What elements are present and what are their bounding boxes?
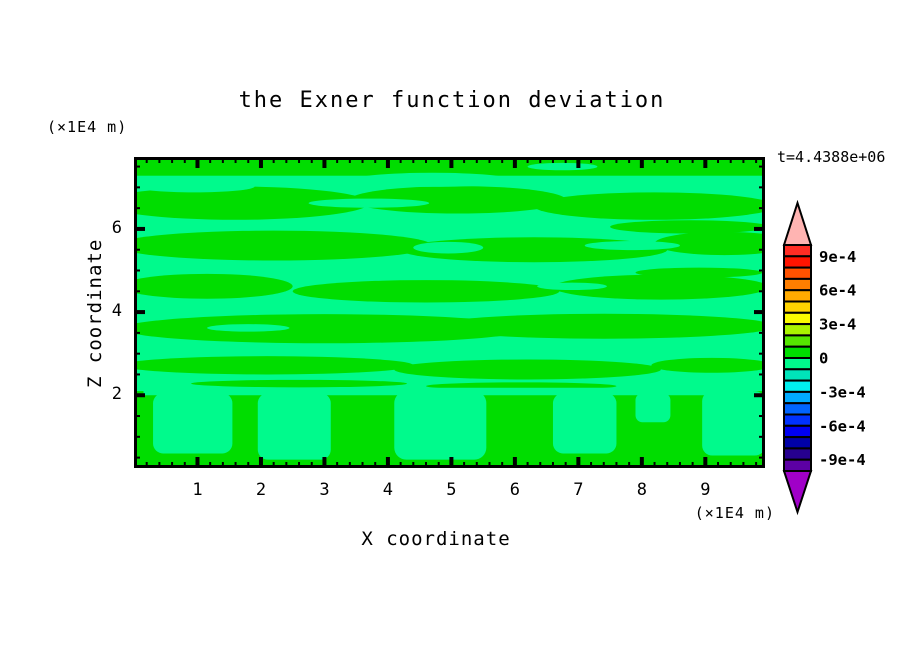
positive-deviation-region [191, 379, 407, 388]
colorbar-segment [783, 413, 812, 427]
colorbar-tick-label: -9e-4 [819, 451, 866, 469]
negative-deviation-region [552, 393, 617, 454]
negative-deviation-region [527, 162, 598, 171]
negative-deviation-region [413, 241, 484, 254]
positive-deviation-region [651, 357, 765, 373]
colorbar-tick-label: -3e-4 [819, 383, 866, 401]
colorbar-tick-label: 6e-4 [819, 282, 856, 300]
colorbar-tick-label: -6e-4 [819, 417, 866, 435]
x-tick-label: 8 [636, 480, 647, 500]
positive-deviation-region [610, 220, 765, 234]
x-tick-label: 5 [446, 480, 457, 500]
colorbar-segment [783, 424, 812, 439]
colorbar-overflow-top-arrow [782, 200, 813, 246]
colorbar-segment [783, 357, 812, 371]
colorbar: 9e-4 6e-4 3e-4 0 -3e-4 -6e-4 -9e-4 [782, 200, 866, 516]
negative-deviation-region [134, 180, 255, 193]
x-tick-label: 3 [319, 480, 330, 500]
positive-deviation-region [292, 280, 560, 303]
x-tick-label: 4 [382, 480, 394, 500]
colorbar-segment [783, 255, 812, 269]
positive-deviation-region [432, 313, 765, 339]
x-axis-title: X coordinate [361, 528, 511, 550]
page-title: the Exner function deviation [238, 88, 666, 113]
x-tick-label: 6 [509, 480, 520, 500]
x-axis-unit-label: (×1E4 m) [694, 504, 775, 522]
colorbar-tick-label: 0 [819, 350, 828, 368]
plot-border [134, 157, 765, 468]
positive-deviation-region [654, 231, 765, 256]
positive-deviation-region [134, 230, 433, 261]
positive-deviation-region [134, 356, 414, 375]
colorbar-segment [783, 402, 812, 416]
positive-deviation-region [134, 273, 293, 299]
colorbar-overflow-bottom-arrow [782, 470, 813, 516]
colorbar-segment [783, 436, 812, 450]
negative-deviation-region [153, 393, 233, 454]
colorbar-segment [783, 300, 812, 314]
colorbar-segment [783, 289, 812, 303]
z-tick-label: 2 [111, 384, 122, 405]
z-tick-label: 6 [111, 217, 122, 238]
colorbar-segment [783, 323, 812, 337]
negative-deviation-region [257, 393, 331, 460]
contour-plot-area [134, 157, 765, 468]
colorbar-segment [783, 368, 812, 382]
positive-deviation-region [553, 274, 765, 300]
negative-deviation-region [702, 391, 765, 456]
colorbar-segment [783, 266, 812, 280]
z-tick-label: 4 [111, 301, 122, 322]
negative-deviation-region [625, 178, 734, 190]
positive-deviation-region [134, 314, 528, 344]
timestamp-label: t=4.4388e+06 [777, 148, 886, 166]
positive-deviation-region [394, 359, 661, 380]
x-tick-label: 1 [192, 480, 203, 500]
colorbar-segment [783, 311, 812, 326]
colorbar-segment [783, 447, 812, 461]
colorbar-segment [783, 244, 812, 258]
colorbar-segment [783, 277, 812, 292]
colorbar-segment [783, 390, 812, 405]
x-tick-label: 2 [255, 480, 267, 500]
colorbar-segment [783, 379, 812, 393]
x-tick-label: 7 [573, 480, 584, 500]
negative-deviation-region [584, 240, 680, 251]
z-axis-unit-label: (×1E4 m) [47, 118, 128, 136]
negative-deviation-region [537, 282, 607, 291]
negative-deviation-region [353, 172, 512, 187]
contour-field [134, 157, 765, 468]
positive-deviation-region [533, 192, 765, 220]
colorbar-tick-label: 9e-4 [819, 248, 856, 266]
colorbar-tick-label: 3e-4 [819, 316, 856, 334]
negative-deviation-region [394, 391, 487, 460]
colorbar-segment [783, 458, 812, 473]
negative-deviation-region [207, 324, 290, 332]
colorbar-segment [783, 334, 812, 348]
positive-deviation-region [134, 186, 369, 220]
negative-deviation-region [308, 198, 430, 208]
colorbar-segment [783, 345, 812, 359]
x-tick-label: 9 [700, 480, 711, 500]
negative-deviation-region [635, 393, 671, 423]
